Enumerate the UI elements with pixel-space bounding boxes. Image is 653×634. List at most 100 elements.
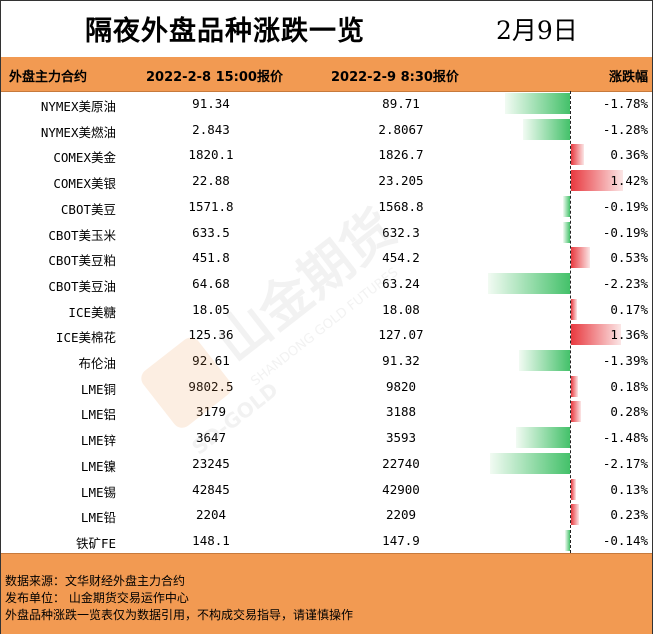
contract-name: LME锌 bbox=[80, 433, 116, 449]
table-row: LME锌 3647 3593 -1.48% bbox=[1, 425, 652, 451]
contract-name: ICE美糖 bbox=[68, 304, 116, 320]
contract-name: LME锡 bbox=[80, 484, 116, 500]
contract-name: LME镍 bbox=[80, 458, 116, 474]
change-percent: 1.42% bbox=[610, 173, 648, 189]
price-date-2: 89.71 bbox=[382, 96, 420, 111]
table-row: 布伦油 92.61 91.32 -1.39% bbox=[1, 348, 652, 374]
contract-name: COMEX美金 bbox=[53, 150, 116, 166]
price-date-2: 63.24 bbox=[382, 275, 420, 291]
contract-name: COMEX美银 bbox=[53, 176, 116, 192]
change-percent: 0.53% bbox=[610, 250, 648, 266]
change-percent: 0.36% bbox=[610, 147, 648, 163]
price-date-1: 2204 bbox=[195, 507, 227, 523]
bar-positive bbox=[571, 478, 576, 500]
table-row: ICE美糖 18.05 18.08 0.17% bbox=[1, 297, 652, 323]
bar-negative bbox=[504, 93, 570, 114]
price-date-1: 1571.8 bbox=[188, 198, 234, 214]
price-date-2: 22740 bbox=[382, 455, 420, 471]
price-date-1: 22.88 bbox=[192, 173, 230, 189]
footer-disclaimer: 外盘品种涨跌一览表仅为数据引用，不构成交易指导，请谨慎操作 bbox=[5, 608, 354, 622]
change-percent: -0.14% bbox=[602, 532, 648, 548]
bar-negative bbox=[522, 118, 570, 140]
price-date-2: 1826.7 bbox=[378, 147, 424, 163]
contract-name: LME铅 bbox=[80, 510, 116, 526]
change-percent: -1.78% bbox=[602, 96, 648, 111]
price-date-1: 1820.1 bbox=[188, 147, 234, 163]
change-percent: -1.39% bbox=[602, 353, 648, 368]
change-percent: -0.19% bbox=[602, 198, 648, 214]
table-row: CBOT美豆粕 451.8 454.2 0.53% bbox=[1, 245, 652, 271]
bar-negative bbox=[490, 452, 570, 474]
change-percent: -2.23% bbox=[602, 275, 648, 291]
price-date-2: 147.9 bbox=[382, 532, 420, 548]
bar-positive bbox=[571, 504, 580, 526]
price-date-2: 632.3 bbox=[382, 224, 420, 240]
price-date-1: 23245 bbox=[192, 455, 230, 471]
report-date: 2月9日 bbox=[496, 16, 578, 45]
header-date-2: 2022-2-9 8:30报价 bbox=[331, 70, 459, 85]
change-percent: -0.19% bbox=[602, 224, 648, 240]
price-date-2: 3188 bbox=[385, 404, 417, 420]
contract-name: NYMEX美燃油 bbox=[40, 124, 116, 140]
contract-name: CBOT美豆粕 bbox=[48, 253, 116, 269]
table-row: COMEX美金 1820.1 1826.7 0.36% bbox=[1, 142, 652, 168]
header-change: 涨跌幅 bbox=[609, 70, 649, 85]
bar-positive bbox=[571, 247, 591, 269]
change-percent: 0.18% bbox=[610, 378, 648, 394]
footer-publisher: 发布单位： 山金期货交易运作中心 bbox=[5, 591, 189, 605]
bar-positive bbox=[571, 170, 624, 192]
table-row: LME锡 42845 42900 0.13% bbox=[1, 477, 652, 503]
contract-name: CBOT美玉米 bbox=[48, 227, 116, 243]
change-percent: -2.17% bbox=[602, 455, 648, 471]
change-percent: -1.28% bbox=[602, 121, 648, 137]
contract-name: CBOT美豆油 bbox=[48, 278, 116, 294]
table-row: COMEX美银 22.88 23.205 1.42% bbox=[1, 168, 652, 194]
table-row: CBOT美豆 1571.8 1568.8 -0.19% bbox=[1, 194, 652, 220]
price-date-1: 9802.5 bbox=[188, 378, 234, 394]
price-date-1: 91.34 bbox=[192, 96, 230, 111]
price-date-1: 92.61 bbox=[192, 353, 230, 368]
price-date-1: 3647 bbox=[195, 430, 227, 446]
bar-negative bbox=[488, 272, 570, 294]
bar-negative bbox=[563, 195, 570, 217]
change-percent: 0.28% bbox=[610, 404, 648, 420]
bar-negative bbox=[564, 529, 570, 551]
price-date-1: 2.843 bbox=[192, 121, 230, 137]
price-date-2: 2.8067 bbox=[378, 121, 424, 137]
change-percent: 1.36% bbox=[610, 327, 648, 343]
table-row: NYMEX美原油 91.34 89.71 -1.78% bbox=[1, 91, 652, 117]
table-row: LME铜 9802.5 9820 0.18% bbox=[1, 374, 652, 400]
price-date-1: 18.05 bbox=[192, 301, 230, 317]
price-date-2: 1568.8 bbox=[378, 198, 424, 214]
change-percent: -1.48% bbox=[602, 430, 648, 446]
contract-name: LME铜 bbox=[80, 381, 116, 397]
price-date-1: 451.8 bbox=[192, 250, 230, 266]
footer: 数据来源：文华财经外盘主力合约 发布单位： 山金期货交易运作中心 外盘品种涨跌一… bbox=[1, 553, 652, 634]
contract-name: NYMEX美原油 bbox=[40, 99, 116, 114]
header-contract: 外盘主力合约 bbox=[9, 70, 88, 85]
contract-name: ICE美棉花 bbox=[55, 330, 116, 346]
price-date-1: 125.36 bbox=[188, 327, 234, 343]
bar-negative bbox=[518, 350, 570, 371]
price-date-1: 3179 bbox=[195, 404, 227, 420]
bar-negative bbox=[563, 221, 570, 243]
title-bar: 隔夜外盘品种涨跌一览 2月9日 bbox=[1, 1, 652, 57]
contract-name: 铁矿FE bbox=[75, 535, 116, 551]
bar-positive bbox=[571, 401, 582, 423]
bar-positive bbox=[571, 298, 578, 320]
contract-name: 布伦油 bbox=[78, 356, 116, 371]
bar-negative bbox=[515, 427, 570, 449]
price-date-2: 91.32 bbox=[382, 353, 420, 368]
price-date-1: 148.1 bbox=[192, 532, 230, 548]
table-row: LME镍 23245 22740 -2.17% bbox=[1, 451, 652, 477]
price-date-2: 18.08 bbox=[382, 301, 420, 317]
zero-axis bbox=[570, 91, 571, 553]
table-row: CBOT美豆油 64.68 63.24 -2.23% bbox=[1, 271, 652, 297]
table-row: CBOT美玉米 633.5 632.3 -0.19% bbox=[1, 220, 652, 246]
header-date-1: 2022-2-8 15:00报价 bbox=[146, 70, 283, 85]
price-date-2: 3593 bbox=[385, 430, 417, 446]
price-date-1: 633.5 bbox=[192, 224, 230, 240]
page-title: 隔夜外盘品种涨跌一览 bbox=[85, 16, 365, 47]
table-row: NYMEX美燃油 2.843 2.8067 -1.28% bbox=[1, 117, 652, 143]
